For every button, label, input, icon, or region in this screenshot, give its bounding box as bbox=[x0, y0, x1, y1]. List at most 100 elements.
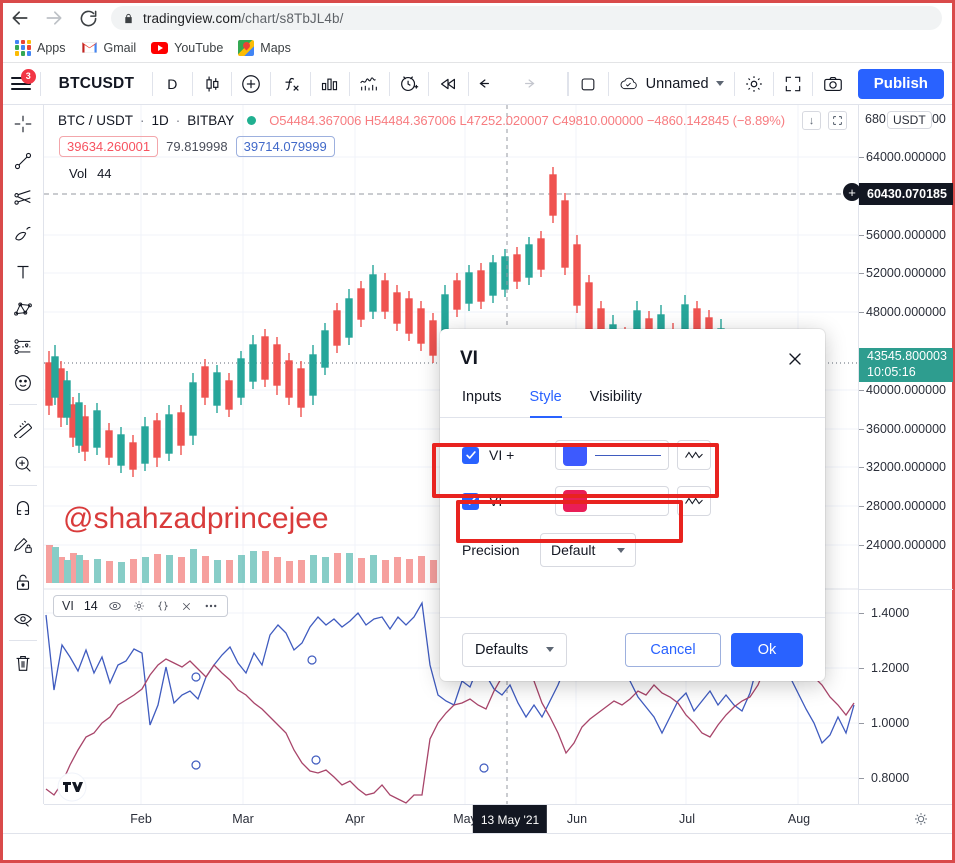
lock-drawings-icon[interactable] bbox=[3, 563, 44, 600]
indicator-templates-icon[interactable] bbox=[350, 63, 389, 105]
vi-minus-line-style-icon[interactable] bbox=[677, 486, 711, 516]
legend-exchange[interactable]: BITBAY bbox=[187, 113, 235, 128]
defaults-button[interactable]: Defaults bbox=[462, 632, 568, 667]
redo-icon[interactable] bbox=[507, 63, 546, 105]
undo-icon[interactable] bbox=[468, 63, 507, 105]
camera-icon[interactable] bbox=[813, 63, 852, 105]
vi-plus-color-control[interactable] bbox=[555, 440, 669, 470]
divider bbox=[568, 71, 570, 96]
close-icon[interactable] bbox=[180, 600, 193, 613]
alert-icon[interactable] bbox=[390, 63, 429, 105]
indicator-tick-label: 1.4000 bbox=[871, 606, 910, 620]
price-scale[interactable]: 64000.000000 60430.070185 56000.000000 5… bbox=[851, 105, 953, 804]
divider bbox=[388, 71, 390, 96]
move-to-pane-icon[interactable]: ↓ bbox=[801, 111, 821, 130]
address-bar[interactable]: tradingview.com/chart/s8TbJL4b/ bbox=[111, 6, 942, 30]
precision-row: Precision Default bbox=[462, 524, 803, 576]
maximize-pane-icon[interactable] bbox=[827, 111, 847, 130]
bookmark-gmail[interactable]: Gmail bbox=[75, 38, 146, 58]
symbol-search-button[interactable]: BTCUSDT bbox=[58, 74, 135, 92]
vi-plus-checkbox[interactable] bbox=[462, 446, 479, 464]
legend-symbol[interactable]: BTC / USDT bbox=[58, 113, 134, 128]
single-layout-icon[interactable] bbox=[569, 63, 608, 105]
vi-plus-line-width[interactable] bbox=[595, 454, 661, 456]
user-watermark: @shahzadprincejee bbox=[63, 502, 329, 535]
publish-button[interactable]: Publish bbox=[857, 68, 944, 99]
gear-icon[interactable] bbox=[132, 599, 146, 613]
forward-button[interactable] bbox=[37, 4, 71, 32]
vi-minus-color-swatch[interactable] bbox=[563, 490, 587, 512]
interval-button[interactable]: D bbox=[167, 75, 178, 92]
more-icon[interactable] bbox=[203, 599, 219, 613]
bookmark-youtube[interactable]: YouTube bbox=[145, 38, 232, 58]
bar-chart-icon[interactable] bbox=[311, 63, 350, 105]
add-order-plus-icon[interactable]: + bbox=[843, 183, 861, 201]
tab-style[interactable]: Style bbox=[529, 389, 563, 418]
remove-drawings-icon[interactable] bbox=[3, 644, 44, 681]
zoom-in-icon[interactable] bbox=[3, 445, 44, 482]
measure-icon[interactable] bbox=[3, 408, 44, 445]
brush-icon[interactable] bbox=[3, 216, 44, 253]
close-icon[interactable] bbox=[785, 349, 805, 369]
vi-minus-color-control[interactable] bbox=[555, 486, 669, 516]
layout-name-button[interactable]: Unnamed bbox=[609, 63, 734, 105]
market-status-dot bbox=[247, 116, 257, 125]
price-tick-label: 56000.000000 bbox=[866, 228, 946, 242]
bookmark-apps[interactable]: Apps bbox=[9, 37, 75, 59]
reload-button[interactable] bbox=[71, 4, 105, 32]
time-tick-label: Apr bbox=[345, 812, 365, 826]
eye-icon[interactable] bbox=[108, 599, 122, 613]
indicators-icon[interactable] bbox=[271, 63, 310, 105]
time-scale[interactable]: Feb Mar Apr May 13 May '21 Jun Jul Aug bbox=[44, 804, 952, 834]
tab-visibility[interactable]: Visibility bbox=[589, 389, 642, 405]
indicator-legend[interactable]: VI 14 bbox=[53, 595, 228, 617]
cancel-button[interactable]: Cancel bbox=[625, 632, 721, 667]
precision-value: Default bbox=[551, 542, 596, 558]
magnet-icon[interactable] bbox=[3, 489, 44, 526]
fullscreen-icon[interactable] bbox=[774, 63, 813, 105]
browser-toolbar: tradingview.com/chart/s8TbJL4b/ bbox=[3, 3, 952, 33]
last-price-label: 60430.070185 bbox=[851, 183, 953, 205]
replay-icon[interactable] bbox=[429, 63, 468, 105]
price-tick-label: 52000.000000 bbox=[866, 266, 946, 280]
legend-interval[interactable]: 1D bbox=[151, 113, 169, 128]
add-compare-icon[interactable] bbox=[232, 63, 271, 105]
stay-in-drawing-mode-icon[interactable] bbox=[3, 526, 44, 563]
youtube-icon bbox=[151, 41, 169, 54]
divider bbox=[567, 71, 569, 96]
dialog-tabs: Inputs Style Visibility bbox=[440, 389, 825, 418]
indicator-tick-label: 1.0000 bbox=[871, 716, 910, 730]
divider bbox=[9, 485, 37, 486]
forecast-icon[interactable] bbox=[3, 327, 44, 364]
main-menu-button[interactable]: 3 bbox=[3, 63, 40, 105]
tradingview-toolbar: 3 BTCUSDT D bbox=[3, 63, 952, 105]
indicator-name: VI bbox=[62, 599, 74, 613]
vi-minus-checkbox[interactable] bbox=[462, 492, 479, 510]
pattern-icon[interactable] bbox=[3, 290, 44, 327]
emoji-icon[interactable] bbox=[3, 364, 44, 401]
source-code-icon[interactable] bbox=[156, 599, 170, 613]
legend-sep: · bbox=[175, 113, 181, 128]
fib-retracement-icon[interactable] bbox=[3, 179, 44, 216]
back-button[interactable] bbox=[3, 4, 37, 32]
vi-plus-line-style-icon[interactable] bbox=[677, 440, 711, 470]
scale-unit-chip[interactable]: USDT bbox=[887, 111, 932, 129]
vi-plus-color-swatch[interactable] bbox=[563, 444, 587, 466]
precision-select[interactable]: Default bbox=[540, 533, 637, 567]
text-icon[interactable] bbox=[3, 253, 44, 290]
crosshair-icon[interactable] bbox=[3, 105, 44, 142]
gear-icon[interactable] bbox=[912, 810, 930, 828]
apps-grid-icon bbox=[15, 39, 31, 56]
bookmark-maps[interactable]: Maps bbox=[232, 37, 300, 59]
gear-icon[interactable] bbox=[734, 63, 773, 105]
chart-legend: BTC / USDT · 1D · BITBAY O54484.367006 H… bbox=[58, 111, 847, 130]
bookmark-label: Maps bbox=[260, 40, 291, 55]
ok-button[interactable]: Ok bbox=[731, 632, 803, 667]
trend-line-icon[interactable] bbox=[3, 142, 44, 179]
indicator-length: 14 bbox=[83, 599, 98, 613]
tab-inputs[interactable]: Inputs bbox=[462, 389, 502, 405]
hide-drawings-icon[interactable] bbox=[3, 600, 44, 637]
layout-name-label: Unnamed bbox=[645, 75, 709, 92]
candles-style-icon[interactable] bbox=[192, 63, 231, 105]
vi-minus-line-width[interactable] bbox=[595, 500, 661, 502]
